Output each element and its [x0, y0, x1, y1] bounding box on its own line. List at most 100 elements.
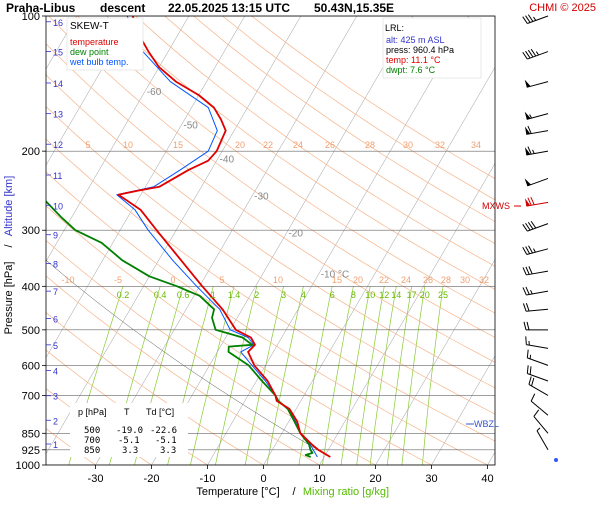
mixing-ratio-label: 3 — [281, 290, 286, 300]
temperature-tick-label: 10 — [313, 473, 325, 485]
mixing-ratio-label: 1.4 — [228, 290, 241, 300]
adiabat-label: -5 — [114, 275, 122, 285]
pressure-tick-label: 100 — [22, 11, 40, 23]
table-cell: -22.6 — [150, 426, 177, 436]
table-cell: 3.3 — [122, 446, 138, 456]
wind-barb-staff — [527, 358, 548, 366]
isotherm — [96, 16, 357, 465]
pressure-tick-label: 400 — [22, 281, 40, 293]
isotherm-label: -20 — [288, 229, 303, 240]
lrl-box: LRL: alt: 425 m ASL press: 960.4 hPa tem… — [383, 18, 481, 78]
wind-barb-staff — [526, 309, 548, 311]
mixing-ratio-line — [341, 286, 370, 465]
mixing-ratio-line — [245, 286, 284, 465]
lrl-title: LRL: — [385, 23, 404, 33]
adiabat-label: 26 — [325, 140, 335, 150]
mixing-ratio-label: 0.2 — [117, 290, 130, 300]
wind-barb-staff — [526, 131, 548, 135]
mixing-ratio-label: 14 — [391, 290, 401, 300]
wind-barb-flag — [527, 350, 528, 358]
adiabat-label: -10 — [61, 275, 74, 285]
table-cell: 500 — [84, 426, 100, 436]
mixing-ratio-label: 0.6 — [177, 290, 190, 300]
isotherm — [0, 16, 133, 465]
pressure-tick-label: 200 — [22, 146, 40, 158]
adiabat-label: 32 — [479, 275, 489, 285]
wind-barb-staff — [537, 431, 548, 450]
legend: SKEW-T temperature dew point wet bulb te… — [67, 18, 143, 70]
table-cell: 3.3 — [160, 446, 176, 456]
adiabat-label: 5 — [219, 275, 224, 285]
mixing-ratio-label: 1 — [211, 290, 216, 300]
plot-frame — [46, 16, 495, 465]
adiabat-label: 0 — [170, 275, 175, 285]
wind-barb-flag — [531, 197, 534, 205]
altitude-tick-label: 16 — [53, 18, 63, 28]
altitude-tick-label: 9 — [53, 231, 58, 241]
dry-adiabat — [0, 16, 600, 465]
pressure-tick-label: 1000 — [16, 460, 40, 472]
table-row: 850 3.3 3.3 — [84, 446, 176, 456]
isotherm — [432, 16, 600, 465]
wind-barb-flag — [532, 378, 534, 386]
dry-adiabat — [0, 16, 432, 465]
adiabat-label: 30 — [460, 275, 470, 285]
wind-barb — [524, 322, 548, 330]
mxws-marker: MXWS — [482, 201, 521, 211]
wind-barb-flag — [530, 366, 531, 374]
adiabat-label: 28 — [365, 140, 375, 150]
header-coords: 50.43N,15.35E — [314, 1, 394, 15]
mixing-ratio-label: 20 — [420, 290, 430, 300]
wind-barb — [525, 197, 548, 206]
altitude-tick-label: 7 — [53, 287, 58, 297]
altitude-tick-label: 6 — [53, 315, 58, 325]
temperature-tick-label: 30 — [425, 473, 437, 485]
wind-barb-flag — [524, 322, 526, 330]
isotherm — [264, 16, 525, 465]
altitude-tick-label: 5 — [53, 341, 58, 351]
mxws-label: MXWS — [482, 201, 510, 211]
wind-barb — [523, 303, 548, 311]
pressure-tick-label: 600 — [22, 360, 40, 372]
wbzl-label: WBZL — [474, 419, 499, 429]
wind-barb — [523, 266, 548, 275]
x-axis-slash: / — [292, 486, 296, 498]
wind-barb — [525, 147, 548, 155]
adiabat-label: 34 — [471, 140, 481, 150]
wind-barbs — [523, 15, 558, 462]
adiabat-label: 15 — [173, 140, 183, 150]
adiabat-label: 10 — [123, 140, 133, 150]
wind-barb-flag — [534, 410, 539, 417]
mixing-ratio-label: 8 — [351, 290, 356, 300]
isobar-lines — [46, 16, 495, 465]
table-cell: -19.0 — [116, 426, 143, 436]
wind-barb-pennant — [525, 80, 531, 88]
isotherm — [152, 16, 413, 465]
pressure-tick-label: 300 — [22, 225, 40, 237]
credit-text: CHMI © 2025 — [529, 2, 596, 14]
altitude-tick-label: 14 — [53, 79, 63, 89]
table-header-td: Td [°C] — [146, 407, 174, 417]
legend-item-dew-point: dew point — [70, 47, 109, 57]
lrl-altitude: alt: 425 m ASL — [386, 35, 445, 45]
adiabat-label: 26 — [423, 275, 433, 285]
header-mode: descent — [100, 1, 145, 15]
dry-adiabat — [0, 16, 488, 465]
table-cell: 850 — [84, 446, 100, 456]
wind-barb — [526, 336, 548, 348]
temperature-tick-label: -10 — [200, 473, 216, 485]
lrl-pressure: press: 960.4 hPa — [386, 45, 454, 55]
legend-item-temperature: temperature — [70, 37, 119, 47]
dry-adiabat — [194, 16, 600, 465]
isotherm — [544, 16, 600, 465]
adiabat-label: 32 — [435, 140, 445, 150]
adiabat-label: 24 — [401, 275, 411, 285]
dry-adiabat — [252, 16, 600, 465]
wind-barb-staff — [534, 416, 548, 433]
wind-barb-staff — [531, 401, 548, 415]
altitude-tick-label: 12 — [53, 140, 63, 150]
wind-barb-staff — [526, 345, 548, 349]
mixing-ratio-label: 17 — [407, 290, 417, 300]
table-row: 700 -5.1 -5.1 — [84, 436, 177, 446]
